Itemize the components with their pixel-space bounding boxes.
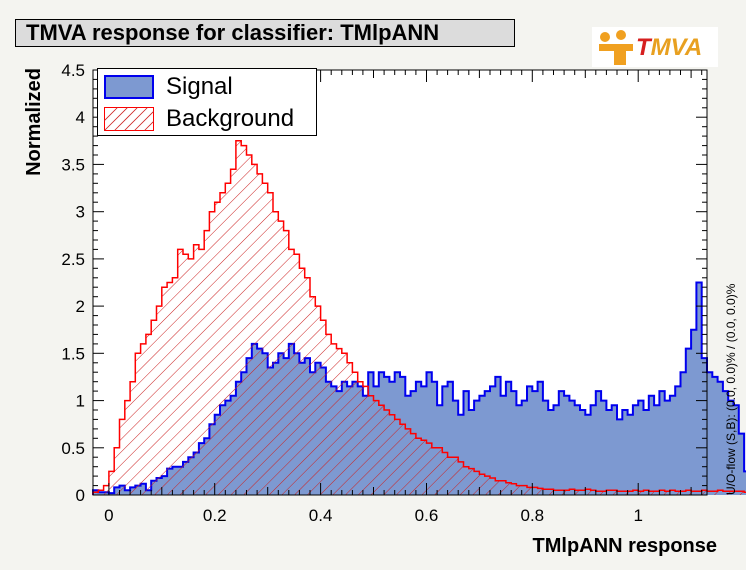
x-tick-label: 0.8: [521, 506, 545, 525]
legend: Signal Background: [97, 68, 317, 136]
y-tick-label: 2: [76, 297, 85, 316]
signal-swatch: [104, 75, 154, 99]
tmva-logo-icon: [599, 30, 633, 65]
tmva-logo-text: TMVA: [636, 34, 703, 61]
x-axis-label: TMlpANN response: [533, 535, 717, 557]
y-tick-label: 3.5: [61, 155, 85, 174]
y-axis-label: Normalized: [23, 68, 45, 176]
x-tick-label: 0.2: [203, 506, 227, 525]
background-histogram-hatch: [93, 140, 746, 495]
x-tick-label: 0: [104, 506, 113, 525]
x-tick-label: 1: [633, 506, 642, 525]
y-tick-label: 4: [76, 108, 85, 127]
y-tick-label: 2.5: [61, 250, 85, 269]
y-tick-label: 0: [76, 486, 85, 505]
background-swatch: [104, 107, 154, 131]
y-tick-label: 3: [76, 203, 85, 222]
y-tick-label: 0.5: [61, 439, 85, 458]
x-tick-label: 0.4: [309, 506, 333, 525]
y-tick-label: 1.5: [61, 344, 85, 363]
y-tick-label: 4.5: [61, 61, 85, 80]
legend-item-background: Background: [104, 105, 314, 133]
tmva-logo: TMVA: [592, 27, 718, 67]
x-tick-label: 0.6: [415, 506, 439, 525]
plot-frame: [92, 69, 708, 496]
chart-title: TMVA response for classifier: TMlpANN: [15, 19, 515, 47]
y-tick-label: 1: [76, 392, 85, 411]
legend-item-signal: Signal: [104, 73, 314, 101]
legend-label-signal: Signal: [166, 73, 233, 100]
legend-label-background: Background: [166, 105, 295, 132]
overflow-note: U/O-flow (S,B): (0.0, 0.0)% / (0.0, 0.0)…: [724, 283, 738, 495]
